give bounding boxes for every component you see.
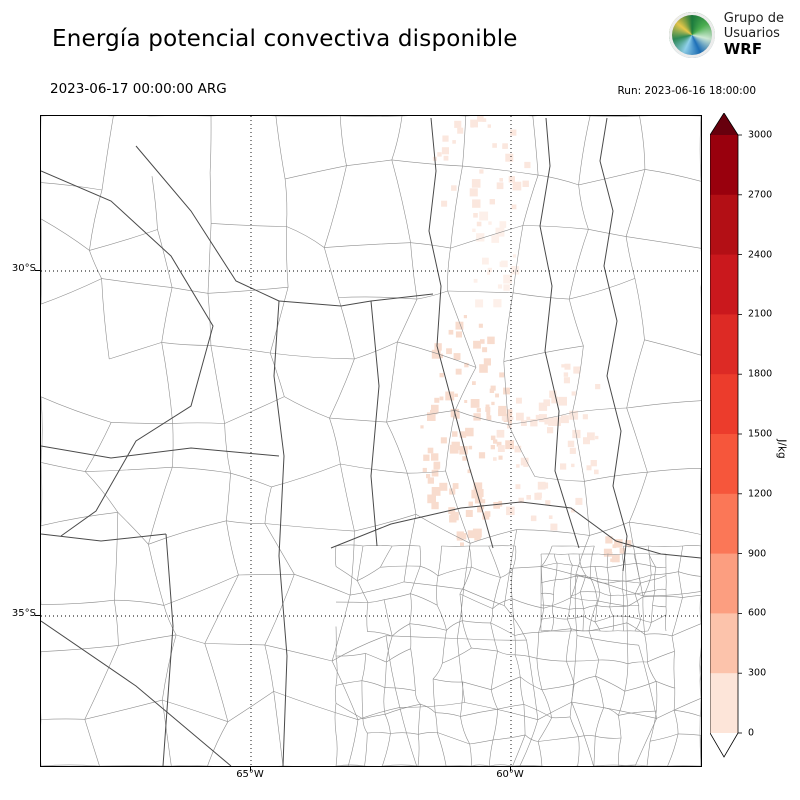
wrf-logo: Grupo de Usuarios WRF <box>668 11 784 59</box>
colorbar-segment <box>710 194 738 256</box>
colorbar-tick-600: 600 <box>748 607 767 619</box>
colorbar-tick-1200: 1200 <box>748 488 773 500</box>
department-boundaries-layer <box>41 116 701 766</box>
logo-line-1: Grupo de <box>723 11 784 27</box>
colorbar-arrow-top <box>710 113 738 135</box>
logo-line-2: Usuarios <box>723 25 780 41</box>
colorbar-segment <box>710 613 738 674</box>
ytick-mark-35s <box>35 615 40 616</box>
colorbar-segment <box>710 374 738 435</box>
colorbar-segment <box>710 135 738 196</box>
xtick-mark-60w <box>510 766 511 771</box>
page-title: Energía potencial convectiva disponible <box>52 26 518 52</box>
colorbar-segment <box>710 493 738 555</box>
colorbar-canvas <box>710 113 742 758</box>
colorbar-segment <box>710 254 738 315</box>
valid-time: 2023-06-17 00:00:00 ARG <box>50 81 227 97</box>
cape-shading-layer <box>420 116 632 563</box>
colorbar-tick-2700: 2700 <box>748 189 773 201</box>
colorbar: 3000 2700 2400 2100 1800 1500 1200 900 6… <box>710 113 800 778</box>
colorbar-arrow-bottom <box>710 733 738 757</box>
colorbar-tick-300: 300 <box>748 667 767 679</box>
xtick-label-65w: 65°W <box>236 769 264 780</box>
latlon-gridlines-layer <box>41 116 701 766</box>
colorbar-tick-2400: 2400 <box>748 249 773 261</box>
map-frame <box>40 115 702 767</box>
run-time: Run: 2023-06-16 18:00:00 <box>617 85 756 97</box>
colorbar-segment <box>710 673 738 734</box>
globe-icon <box>668 12 715 58</box>
xtick-mark-65w <box>250 766 251 771</box>
colorbar-tick-0: 0 <box>748 727 755 739</box>
ytick-label-35s: 35°S <box>11 608 36 619</box>
colorbar-segment <box>710 314 738 375</box>
map-canvas <box>41 116 701 766</box>
colorbar-tick-1800: 1800 <box>748 368 773 380</box>
colorbar-tick-900: 900 <box>748 548 767 560</box>
ytick-label-30s: 30°S <box>11 263 36 274</box>
xtick-label-60w: 60°W <box>496 769 524 780</box>
logo-text: Grupo de Usuarios WRF <box>723 11 784 59</box>
ytick-mark-30s <box>35 270 40 271</box>
colorbar-tick-1500: 1500 <box>748 428 773 440</box>
colorbar-segment <box>710 434 738 495</box>
colorbar-unit-label: J/kg <box>775 439 788 459</box>
colorbar-tick-3000: 3000 <box>748 129 773 141</box>
colorbar-tick-2100: 2100 <box>748 308 773 320</box>
logo-line-wrf: WRF <box>723 40 763 59</box>
province-boundaries-layer <box>41 117 701 766</box>
colorbar-segment <box>710 553 738 614</box>
